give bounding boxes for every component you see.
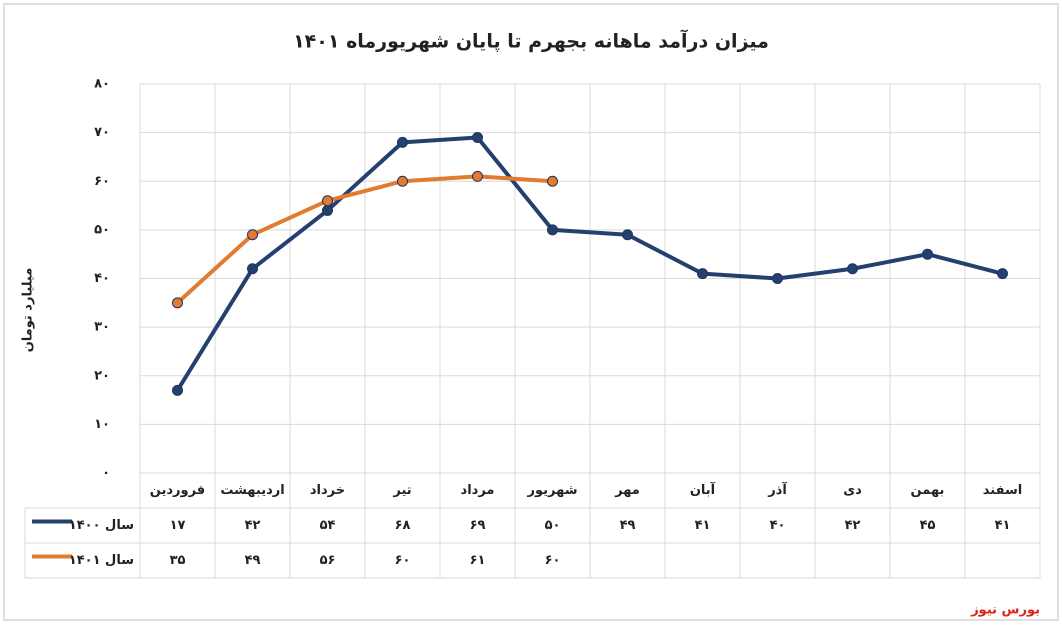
- x-tick-label: تیر: [392, 483, 411, 498]
- x-tick-label: اردیبهشت: [220, 483, 284, 498]
- y-tick-label: ۰: [102, 466, 110, 481]
- data-point: [547, 224, 558, 236]
- y-tick-label: ۲۰: [94, 368, 110, 383]
- value-label: ۵۶: [320, 553, 336, 568]
- series-line: [176, 174, 553, 305]
- value-label: ۵۰: [545, 518, 561, 533]
- value-label: ۴۲: [245, 518, 261, 533]
- data-point: [322, 195, 333, 207]
- value-label: ۴۰: [770, 518, 786, 533]
- chart-border: [3, 3, 1059, 621]
- x-tick-label: بهمن: [911, 483, 945, 498]
- y-tick-label: ۳۰: [94, 320, 110, 335]
- data-point: [397, 136, 408, 148]
- data-point: [247, 229, 258, 241]
- x-tick-label: خرداد: [310, 483, 345, 498]
- y-tick-label: ۷۰: [94, 125, 110, 140]
- data-point: [922, 248, 933, 260]
- value-label: ۶۹: [470, 518, 486, 533]
- x-tick-label: آبان: [690, 481, 716, 498]
- value-label: ۶۰: [545, 553, 561, 568]
- y-tick-label: ۶۰: [94, 174, 110, 189]
- value-label: ۴۹: [620, 518, 636, 533]
- value-label: ۶۸: [395, 518, 411, 533]
- value-label: ۶۰: [395, 553, 411, 568]
- value-label: ۴۱: [995, 518, 1011, 533]
- y-tick-label: ۱۰: [94, 417, 110, 432]
- value-label: ۶۱: [470, 553, 486, 568]
- legend-label: سال ۱۴۰۱: [69, 553, 134, 568]
- y-axis-label: میلیارد تومان: [21, 268, 36, 353]
- source: بورس نیوز: [970, 603, 1040, 618]
- x-tick-label: اسفند: [983, 483, 1022, 498]
- y-tick-label: ۵۰: [94, 222, 110, 237]
- series-line: [175, 135, 1004, 392]
- data-point: [547, 175, 558, 187]
- data-point: [247, 263, 258, 275]
- data-point: [322, 204, 333, 216]
- x-tick-label: فروردین: [150, 483, 205, 498]
- x-tick-label: آذر: [767, 481, 787, 498]
- y-tick-label: ۸۰: [94, 77, 110, 92]
- data-point: [997, 268, 1008, 280]
- x-tick-label: مهر: [614, 483, 640, 498]
- value-label: ۵۴: [320, 518, 336, 533]
- legend-label: سال ۱۴۰۰: [69, 518, 134, 533]
- value-label: ۴۵: [920, 518, 936, 533]
- data-point: [622, 229, 633, 241]
- value-label: ۴۱: [695, 518, 711, 533]
- value-label: ۱۷: [170, 518, 186, 533]
- x-tick-label: مرداد: [461, 483, 495, 498]
- chart-title: میزان درآمد ماهانه بجهرم تا پایان شهریور…: [293, 29, 769, 53]
- value-label: ۴۲: [845, 518, 861, 533]
- value-label: ۴۹: [245, 553, 261, 568]
- data-point: [472, 170, 483, 182]
- x-tick-label: دی: [843, 483, 862, 498]
- data-point: [697, 268, 708, 280]
- data-point: [172, 384, 183, 396]
- data-point: [772, 273, 783, 284]
- data-point: [172, 297, 183, 309]
- data-point: [847, 263, 858, 275]
- y-tick-label: ۴۰: [94, 271, 110, 286]
- x-tick-label: شهریور: [527, 483, 578, 498]
- value-label: ۳۵: [170, 553, 186, 568]
- data-point: [472, 131, 483, 143]
- data-point: [397, 175, 408, 187]
